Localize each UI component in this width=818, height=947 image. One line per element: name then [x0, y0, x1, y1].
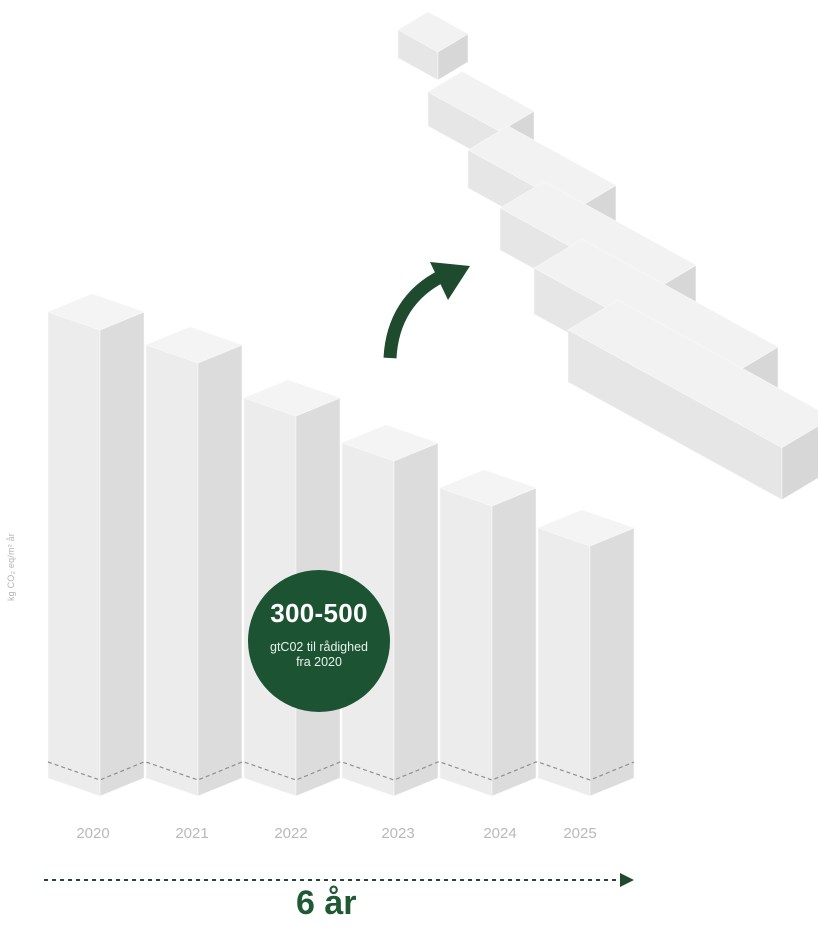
bars	[47, 293, 635, 797]
x-tick-2024: 2024	[483, 825, 516, 842]
y-axis-label: kg CO₂ eq/m² år	[6, 533, 16, 602]
callout-line-1: gtC02 til rådighed	[270, 640, 368, 654]
baseline-dashed	[47, 761, 635, 781]
rising-blocks	[397, 11, 818, 501]
rising-block-6-end	[781, 425, 818, 501]
bar-2020-top	[47, 293, 145, 331]
rising-block-1-end	[437, 33, 469, 81]
bar-2025-front	[537, 527, 591, 797]
bar-2021	[145, 326, 243, 797]
callout-line-2: fra 2020	[296, 655, 342, 669]
rising-block-6	[567, 299, 818, 501]
x-tick-2021: 2021	[175, 825, 208, 842]
period-label: 6 år	[296, 884, 357, 922]
bar-2025-side	[589, 527, 635, 797]
bar-2024	[439, 469, 537, 797]
bar-2025	[537, 509, 635, 797]
baseline-line	[47, 761, 635, 781]
dotted-arrow-right-icon	[44, 873, 634, 887]
bar-2020-front	[47, 311, 101, 797]
bar-2023-top	[341, 424, 439, 462]
bar-2021-top	[145, 326, 243, 364]
x-tick-2023: 2023	[381, 825, 414, 842]
bar-2021-side	[197, 344, 243, 797]
bar-2024-side	[491, 487, 537, 797]
bar-2020-side	[99, 311, 145, 797]
bar-2020	[47, 293, 145, 797]
bar-2024-top	[439, 469, 537, 507]
callout-badge: 300-500 gtC02 til rådighed fra 2020	[248, 570, 390, 712]
curved-up-arrow-icon	[383, 262, 470, 359]
bar-2022-top	[243, 379, 341, 417]
callout-value: 300-500	[270, 598, 368, 628]
x-tick-2025: 2025	[563, 825, 596, 842]
x-tick-labels: 2020 2021 2022 2023 2024 2025	[76, 825, 596, 842]
bar-2023-side	[393, 442, 439, 797]
x-tick-2020: 2020	[76, 825, 109, 842]
x-tick-2022: 2022	[274, 825, 307, 842]
rising-block-1	[397, 11, 469, 81]
bar-2025-top	[537, 509, 635, 547]
bar-2021-front	[145, 344, 199, 797]
callout-caption: gtC02 til rådighed fra 2020	[256, 640, 382, 670]
bar-2024-front	[439, 487, 493, 797]
